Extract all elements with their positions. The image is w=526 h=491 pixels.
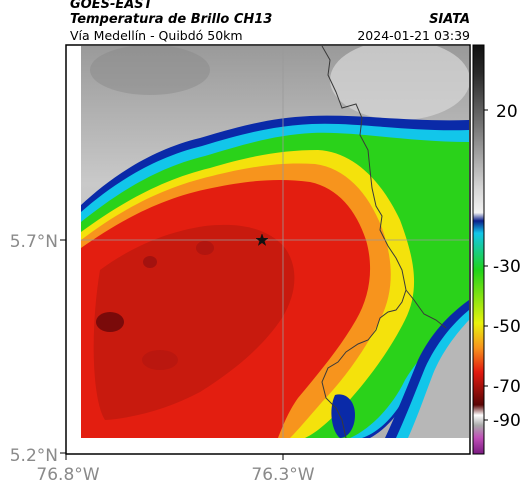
product-title: Temperatura de Brillo CH13 bbox=[70, 12, 273, 27]
lon-label-76.3: 76.3°W bbox=[251, 465, 314, 485]
colorbar-tick-minus30: -30 bbox=[493, 257, 521, 277]
coldest-cloud-top bbox=[96, 312, 124, 332]
brightness-temperature-field bbox=[81, 46, 469, 438]
boundary-line bbox=[321, 46, 407, 438]
colorbar bbox=[472, 44, 485, 455]
satellite-name: GOES-EAST bbox=[70, 0, 153, 12]
colorbar-tick-minus50: -50 bbox=[493, 317, 521, 337]
lat-label-5.2: 5.2°N bbox=[10, 446, 58, 466]
lon-label-76.8: 76.8°W bbox=[36, 465, 99, 485]
organization-label: SIATA bbox=[429, 12, 470, 27]
colorbar-tick-20: 20 bbox=[496, 102, 518, 122]
boundary-line-east bbox=[405, 289, 447, 329]
lat-label-5.7: 5.7°N bbox=[10, 232, 58, 252]
route-subtitle: Vía Medellín - Quibdó 50km bbox=[70, 28, 243, 43]
star-marker bbox=[255, 233, 269, 247]
timestamp-label: 2024-01-21 03:39 bbox=[357, 28, 470, 43]
colorbar-tick-minus90: -90 bbox=[493, 411, 521, 431]
colorbar-tick-minus70: -70 bbox=[493, 377, 521, 397]
cloud-deep-red-core bbox=[93, 224, 295, 420]
colorbar-ticks bbox=[484, 109, 488, 421]
